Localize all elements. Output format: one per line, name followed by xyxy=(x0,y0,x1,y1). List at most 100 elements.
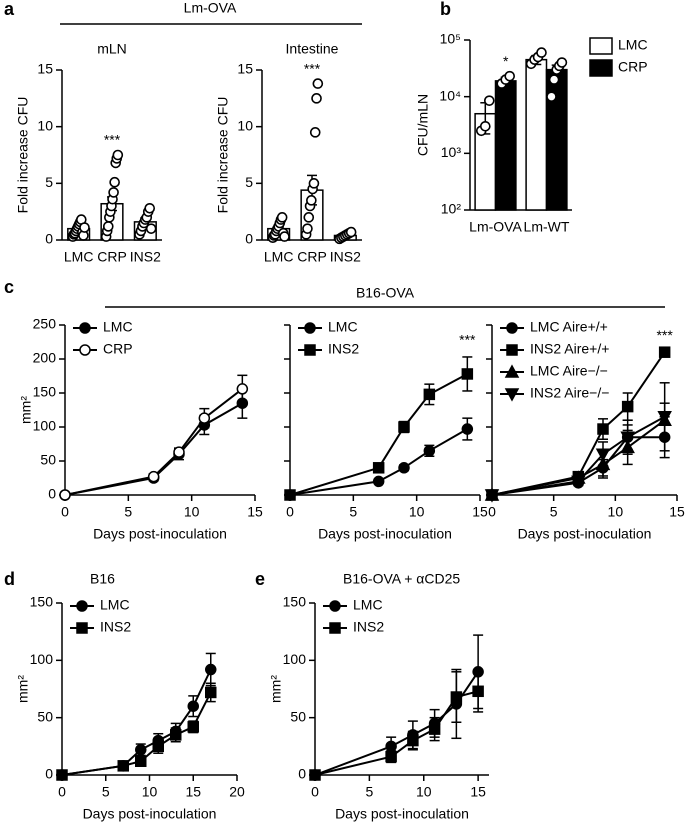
x-axis-label: Days post-inoculation xyxy=(83,806,217,822)
legend-label: LMC xyxy=(100,597,130,613)
marker xyxy=(304,344,316,356)
annotation: *** xyxy=(459,332,476,348)
y-tick-label: 0 xyxy=(45,766,53,782)
x-tick-label: 0 xyxy=(286,504,294,520)
annotation: * xyxy=(503,53,509,69)
y-tick-label: 150 xyxy=(283,594,307,610)
y-tick-label: 10³ xyxy=(441,144,462,160)
marker xyxy=(372,462,385,474)
bar xyxy=(525,58,548,211)
marker xyxy=(152,740,164,753)
marker xyxy=(504,364,520,378)
group-title: B16-OVA xyxy=(356,285,415,301)
y-tick-label: 15 xyxy=(237,61,253,77)
x-axis-label: Days post-inoculation xyxy=(335,806,469,822)
x-tick-label: Lm-OVA xyxy=(469,219,522,235)
x-tick-label: Lm-WT xyxy=(524,219,570,235)
chart-title: mLN xyxy=(97,41,127,57)
y-axis-label: mm² xyxy=(15,675,31,703)
data-point xyxy=(311,93,322,104)
y-tick-label: 5 xyxy=(45,174,53,190)
x-axis-label: Days post-inoculation xyxy=(318,526,452,542)
data-point xyxy=(556,57,568,68)
marker xyxy=(329,600,341,612)
legend-label: INS2 xyxy=(328,341,359,357)
data-point xyxy=(79,222,90,233)
x-tick-label: INS2 xyxy=(330,249,361,265)
legend-label: CRP xyxy=(618,59,648,75)
y-tick-label: 50 xyxy=(37,708,53,724)
x-tick-label: 5 xyxy=(124,504,132,520)
legend-label: INS2 Aire+/+ xyxy=(530,341,609,357)
annotation: *** xyxy=(656,327,673,343)
y-tick-label: 10⁴ xyxy=(439,87,461,103)
marker xyxy=(461,368,474,380)
y-tick-label: 100 xyxy=(30,651,54,667)
data-point xyxy=(308,178,320,189)
legend-label: INS2 xyxy=(100,619,131,635)
x-tick-label: 0 xyxy=(488,504,496,520)
marker xyxy=(59,489,71,501)
data-point xyxy=(108,187,119,198)
y-axis-label: CFU/mLN xyxy=(415,94,431,156)
x-tick-label: 0 xyxy=(58,784,66,800)
data-point xyxy=(536,47,547,58)
marker xyxy=(304,322,316,334)
marker xyxy=(56,769,68,781)
marker xyxy=(571,475,586,489)
marker xyxy=(309,769,321,781)
bar xyxy=(494,80,517,211)
data-point xyxy=(546,91,557,102)
marker xyxy=(76,622,88,634)
y-tick-label: 10⁵ xyxy=(440,31,461,47)
x-tick-label: 0 xyxy=(311,784,319,800)
x-tick-label: 10 xyxy=(184,504,200,520)
marker xyxy=(187,700,199,712)
data-point xyxy=(112,149,124,161)
marker xyxy=(117,760,129,772)
marker xyxy=(506,322,518,334)
marker xyxy=(135,744,147,756)
marker xyxy=(423,445,436,457)
marker xyxy=(205,663,217,676)
panel-label: b xyxy=(440,0,451,19)
data-point xyxy=(144,202,156,214)
y-tick-label: 250 xyxy=(33,316,57,332)
data-point xyxy=(548,74,560,85)
marker xyxy=(407,734,419,747)
x-tick-label: 15 xyxy=(185,784,201,800)
y-axis-label: mm² xyxy=(268,675,284,703)
legend-label: LMC xyxy=(353,597,383,613)
marker xyxy=(187,721,199,733)
data-point xyxy=(479,120,491,132)
marker xyxy=(428,723,441,735)
x-tick-label: CRP xyxy=(97,249,127,265)
marker xyxy=(236,383,249,395)
legend-swatch xyxy=(589,59,613,77)
x-tick-label: 5 xyxy=(349,504,357,520)
marker xyxy=(79,344,91,356)
marker xyxy=(450,691,463,703)
marker xyxy=(423,388,436,401)
x-tick-label: CRP xyxy=(297,249,327,265)
y-tick-label: 0 xyxy=(45,231,53,247)
data-point xyxy=(312,78,324,89)
legend-label: INS2 Aire−/− xyxy=(530,385,609,401)
data-point xyxy=(109,176,120,188)
legend-label: LMC Aire+/+ xyxy=(530,319,608,335)
panel-label: e xyxy=(255,569,265,589)
data-point xyxy=(279,231,290,242)
x-tick-label: LMC xyxy=(264,249,294,265)
panel-label: d xyxy=(4,569,15,589)
y-tick-label: 100 xyxy=(283,651,307,667)
marker xyxy=(76,600,88,612)
marker xyxy=(621,400,634,413)
marker xyxy=(170,729,182,741)
marker xyxy=(173,446,185,458)
x-tick-label: 10 xyxy=(608,504,624,520)
marker xyxy=(620,431,635,445)
annotation: *** xyxy=(304,60,321,76)
chart-title: B16 xyxy=(90,571,115,587)
marker xyxy=(79,322,91,334)
legend-swatch xyxy=(589,37,613,55)
